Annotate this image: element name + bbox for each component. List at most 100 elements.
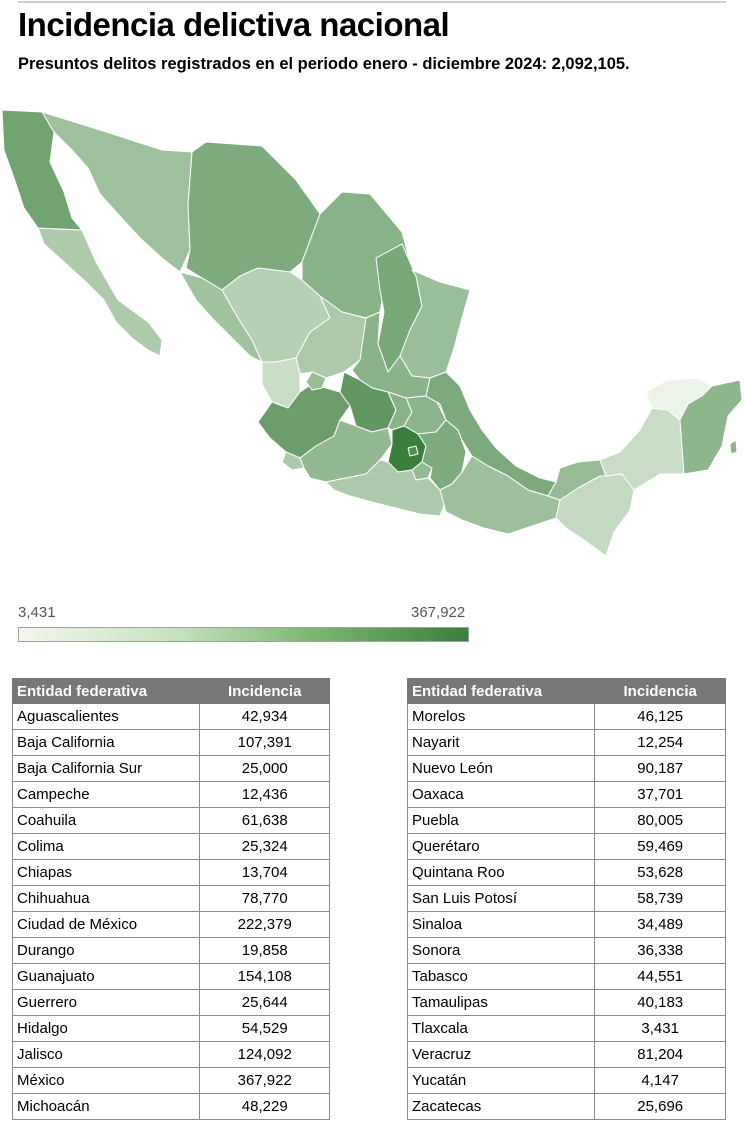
incidence-value-cell: 44,551 xyxy=(594,963,726,990)
state-name-cell: Aguascalientes xyxy=(11,703,201,730)
table-row: Veracruz 81,204 xyxy=(406,1041,726,1068)
table-row: Sonora 36,338 xyxy=(406,937,726,964)
state-name-cell: Tlaxcala xyxy=(406,1015,596,1042)
incidence-value-cell: 4,147 xyxy=(594,1067,726,1094)
column-header-incidence: Incidencia xyxy=(199,678,330,704)
state-name-cell: Chihuahua xyxy=(11,885,201,912)
state-ciudad-de-mexico[interactable] xyxy=(407,445,419,457)
incidence-value-cell: 12,254 xyxy=(594,729,726,756)
page-title: Incidencia delictiva nacional xyxy=(18,6,450,43)
state-name-cell: Guanajuato xyxy=(11,963,201,990)
column-header-incidence: Incidencia xyxy=(594,678,726,704)
incidence-value-cell: 80,005 xyxy=(594,807,726,834)
incidence-value-cell: 37,701 xyxy=(594,781,726,808)
incidence-value-cell: 13,704 xyxy=(199,859,330,886)
incidence-value-cell: 54,529 xyxy=(199,1015,330,1042)
state-name-cell: Michoacán xyxy=(11,1093,201,1120)
state-name-cell: Puebla xyxy=(406,807,596,834)
table-row: Oaxaca 37,701 xyxy=(406,781,726,808)
state-aguascalientes[interactable] xyxy=(305,371,327,391)
incidence-value-cell: 40,183 xyxy=(594,989,726,1016)
table-row: Jalisco 124,092 xyxy=(11,1041,330,1068)
table-header-row: Entidad federativa Incidencia xyxy=(406,678,726,704)
table-row: Chiapas 13,704 xyxy=(11,859,330,886)
table-row: Guanajuato 154,108 xyxy=(11,963,330,990)
table-row: Coahuila 61,638 xyxy=(11,807,330,834)
table-row: Aguascalientes 42,934 xyxy=(11,703,330,730)
state-name-cell: Hidalgo xyxy=(11,1015,201,1042)
state-name-cell: Nayarit xyxy=(406,729,596,756)
incidence-value-cell: 36,338 xyxy=(594,937,726,964)
incidence-value-cell: 34,489 xyxy=(594,911,726,938)
state-name-cell: Sonora xyxy=(406,937,596,964)
incidence-table-left: Entidad federativa Incidencia Aguascalie… xyxy=(11,678,330,1120)
state-name-cell: Jalisco xyxy=(11,1041,201,1068)
state-name-cell: Durango xyxy=(11,937,201,964)
incidence-value-cell: 90,187 xyxy=(594,755,726,782)
table-row: Zacatecas 25,696 xyxy=(406,1093,726,1120)
state-name-cell: Morelos xyxy=(406,703,596,730)
table-row: Baja California Sur 25,000 xyxy=(11,755,330,782)
table-row: Querétaro 59,469 xyxy=(406,833,726,860)
state-guerrero[interactable] xyxy=(325,459,447,517)
state-name-cell: Querétaro xyxy=(406,833,596,860)
incidence-value-cell: 222,379 xyxy=(199,911,330,938)
state-name-cell: México xyxy=(11,1067,201,1094)
incidence-value-cell: 53,628 xyxy=(594,859,726,886)
state-name-cell: Nuevo León xyxy=(406,755,596,782)
state-name-cell: Tamaulipas xyxy=(406,989,596,1016)
mexico-choropleth-map xyxy=(1,109,743,557)
table-row: Tamaulipas 40,183 xyxy=(406,989,726,1016)
state-name-cell: Chiapas xyxy=(11,859,201,886)
table-row: México 367,922 xyxy=(11,1067,330,1094)
table-row: Yucatán 4,147 xyxy=(406,1067,726,1094)
table-row: Tlaxcala 3,431 xyxy=(406,1015,726,1042)
table-header-row: Entidad federativa Incidencia xyxy=(11,678,330,704)
table-row: Tabasco 44,551 xyxy=(406,963,726,990)
incidence-table-right: Entidad federativa Incidencia Morelos 46,… xyxy=(406,678,726,1120)
state-name-cell: Veracruz xyxy=(406,1041,596,1068)
table-row: Durango 19,858 xyxy=(11,937,330,964)
legend-color-scale xyxy=(18,627,469,642)
state-baja-california-sur[interactable] xyxy=(37,227,163,357)
table-row: Morelos 46,125 xyxy=(406,703,726,730)
table-row: Hidalgo 54,529 xyxy=(11,1015,330,1042)
state-name-cell: San Luis Potosí xyxy=(406,885,596,912)
table-row: Puebla 80,005 xyxy=(406,807,726,834)
state-name-cell: Ciudad de México xyxy=(11,911,201,938)
state-colima[interactable] xyxy=(281,451,305,471)
state-chihuahua[interactable] xyxy=(185,141,321,291)
top-rule xyxy=(18,1,726,3)
incidence-value-cell: 25,696 xyxy=(594,1093,726,1120)
incidence-value-cell: 42,934 xyxy=(199,703,330,730)
incidence-value-cell: 107,391 xyxy=(199,729,330,756)
page-subtitle: Presuntos delitos registrados en el peri… xyxy=(18,55,630,73)
state-name-cell: Guerrero xyxy=(11,989,201,1016)
incidence-value-cell: 124,092 xyxy=(199,1041,330,1068)
table-row: Colima 25,324 xyxy=(11,833,330,860)
incidence-value-cell: 25,324 xyxy=(199,833,330,860)
column-header-entity: Entidad federativa xyxy=(406,678,596,704)
table-row: San Luis Potosí 58,739 xyxy=(406,885,726,912)
incidence-value-cell: 58,739 xyxy=(594,885,726,912)
state-name-cell: Tabasco xyxy=(406,963,596,990)
state-name-cell: Sinaloa xyxy=(406,911,596,938)
state-name-cell: Quintana Roo xyxy=(406,859,596,886)
table-row: Nuevo León 90,187 xyxy=(406,755,726,782)
state-name-cell: Colima xyxy=(11,833,201,860)
incidence-value-cell: 59,469 xyxy=(594,833,726,860)
incidence-value-cell: 12,436 xyxy=(199,781,330,808)
state-sonora[interactable] xyxy=(41,111,193,273)
incidence-value-cell: 367,922 xyxy=(199,1067,330,1094)
state-tabasco[interactable] xyxy=(547,459,607,501)
table-row: Guerrero 25,644 xyxy=(11,989,330,1016)
incidence-value-cell: 81,204 xyxy=(594,1041,726,1068)
incidence-value-cell: 3,431 xyxy=(594,1015,726,1042)
state-name-cell: Yucatán xyxy=(406,1067,596,1094)
incidence-value-cell: 25,644 xyxy=(199,989,330,1016)
incidence-value-cell: 154,108 xyxy=(199,963,330,990)
legend-max-label: 367,922 xyxy=(411,604,466,621)
state-name-cell: Baja California xyxy=(11,729,201,756)
state-quintana-roo[interactable] xyxy=(679,379,743,475)
column-header-entity: Entidad federativa xyxy=(11,678,201,704)
